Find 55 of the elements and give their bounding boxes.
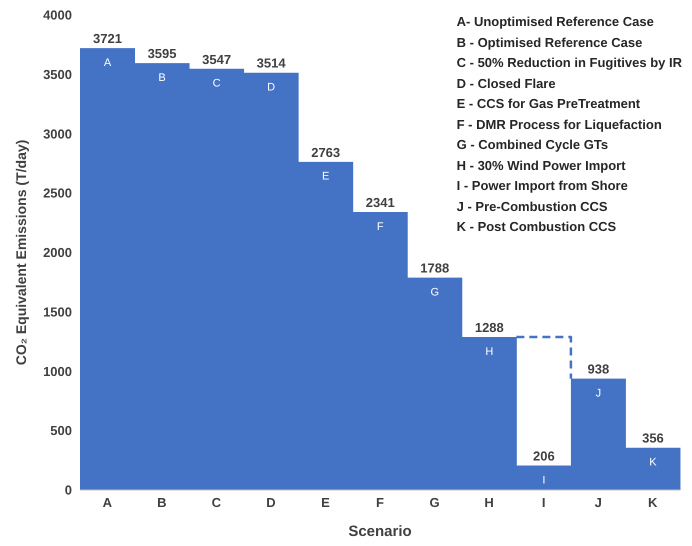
category-label: C bbox=[212, 78, 221, 90]
annotation: G - Combined Cycle GTs bbox=[456, 136, 610, 154]
data-label: 206 bbox=[533, 448, 555, 464]
category-label: H bbox=[485, 346, 494, 358]
x-tick-label: G bbox=[429, 495, 440, 510]
data-label: 3514 bbox=[256, 56, 286, 71]
ylabel: CO₂ Equivalent Emissions (T/day) bbox=[8, 8, 38, 490]
annotation: C - 50% Reduction in Fugitives by IR bbox=[456, 54, 682, 72]
y-tick-label: 2000 bbox=[43, 245, 72, 260]
data-label: 1288 bbox=[474, 320, 504, 336]
y-tick-label: 4000 bbox=[43, 8, 72, 23]
data-label: 1788 bbox=[420, 260, 450, 276]
category-label: F bbox=[376, 220, 384, 233]
category-label: E bbox=[322, 170, 330, 183]
category-label: B bbox=[158, 72, 166, 84]
annotation: D - Closed Flare bbox=[456, 74, 557, 92]
y-tick-label: 3000 bbox=[43, 126, 72, 142]
x-tick-label: I bbox=[542, 495, 546, 510]
data-label: 2341 bbox=[366, 195, 395, 210]
annotation: I - Power Import from Shore bbox=[456, 177, 629, 195]
category-label: I bbox=[542, 474, 546, 486]
x-tick-label: F bbox=[376, 495, 384, 510]
category-label: J bbox=[596, 387, 602, 400]
data-label: 3547 bbox=[202, 52, 232, 67]
category-label: A bbox=[104, 56, 112, 69]
x-tick-label: E bbox=[321, 495, 330, 510]
annotation: A- Unoptimised Reference Case bbox=[456, 13, 655, 31]
category-label: D bbox=[267, 82, 276, 94]
x-tick-label: J bbox=[594, 495, 602, 510]
x-tick-label: H bbox=[484, 495, 494, 510]
annotation: B - Optimised Reference Case bbox=[456, 34, 644, 52]
y-tick-label: 0 bbox=[64, 482, 72, 498]
x-tick-label: D bbox=[266, 495, 276, 510]
x-tick-label: B bbox=[157, 495, 167, 510]
category-label: G bbox=[430, 286, 440, 298]
annotation: J - Pre-Combustion CCS bbox=[456, 198, 609, 216]
x-axis-title: Scenario bbox=[348, 523, 412, 540]
data-label: 3595 bbox=[148, 46, 177, 62]
y-tick-label: 3500 bbox=[43, 66, 72, 82]
y-tick-label: 500 bbox=[50, 423, 72, 438]
x-tick-label: C bbox=[212, 495, 222, 510]
annotation: H - 30% Wind Power Import bbox=[456, 156, 627, 175]
annotation: K - Post Combustion CCS bbox=[456, 218, 618, 236]
data-label: 3721 bbox=[93, 31, 122, 46]
y-tick-label: 1000 bbox=[43, 364, 72, 379]
data-label: 356 bbox=[642, 430, 664, 446]
data-label: 938 bbox=[588, 362, 610, 377]
data-label: 2763 bbox=[311, 144, 340, 160]
y-tick-label: 1500 bbox=[43, 304, 72, 320]
annotation: F - DMR Process for Liquefaction bbox=[456, 116, 663, 134]
y-tick-label: 2500 bbox=[43, 186, 72, 201]
x-tick-label: K bbox=[648, 495, 658, 510]
annotation: E - CCS for Gas PreTreatment bbox=[456, 95, 642, 113]
category-label: K bbox=[649, 456, 657, 469]
x-tick-label: A bbox=[102, 495, 113, 510]
